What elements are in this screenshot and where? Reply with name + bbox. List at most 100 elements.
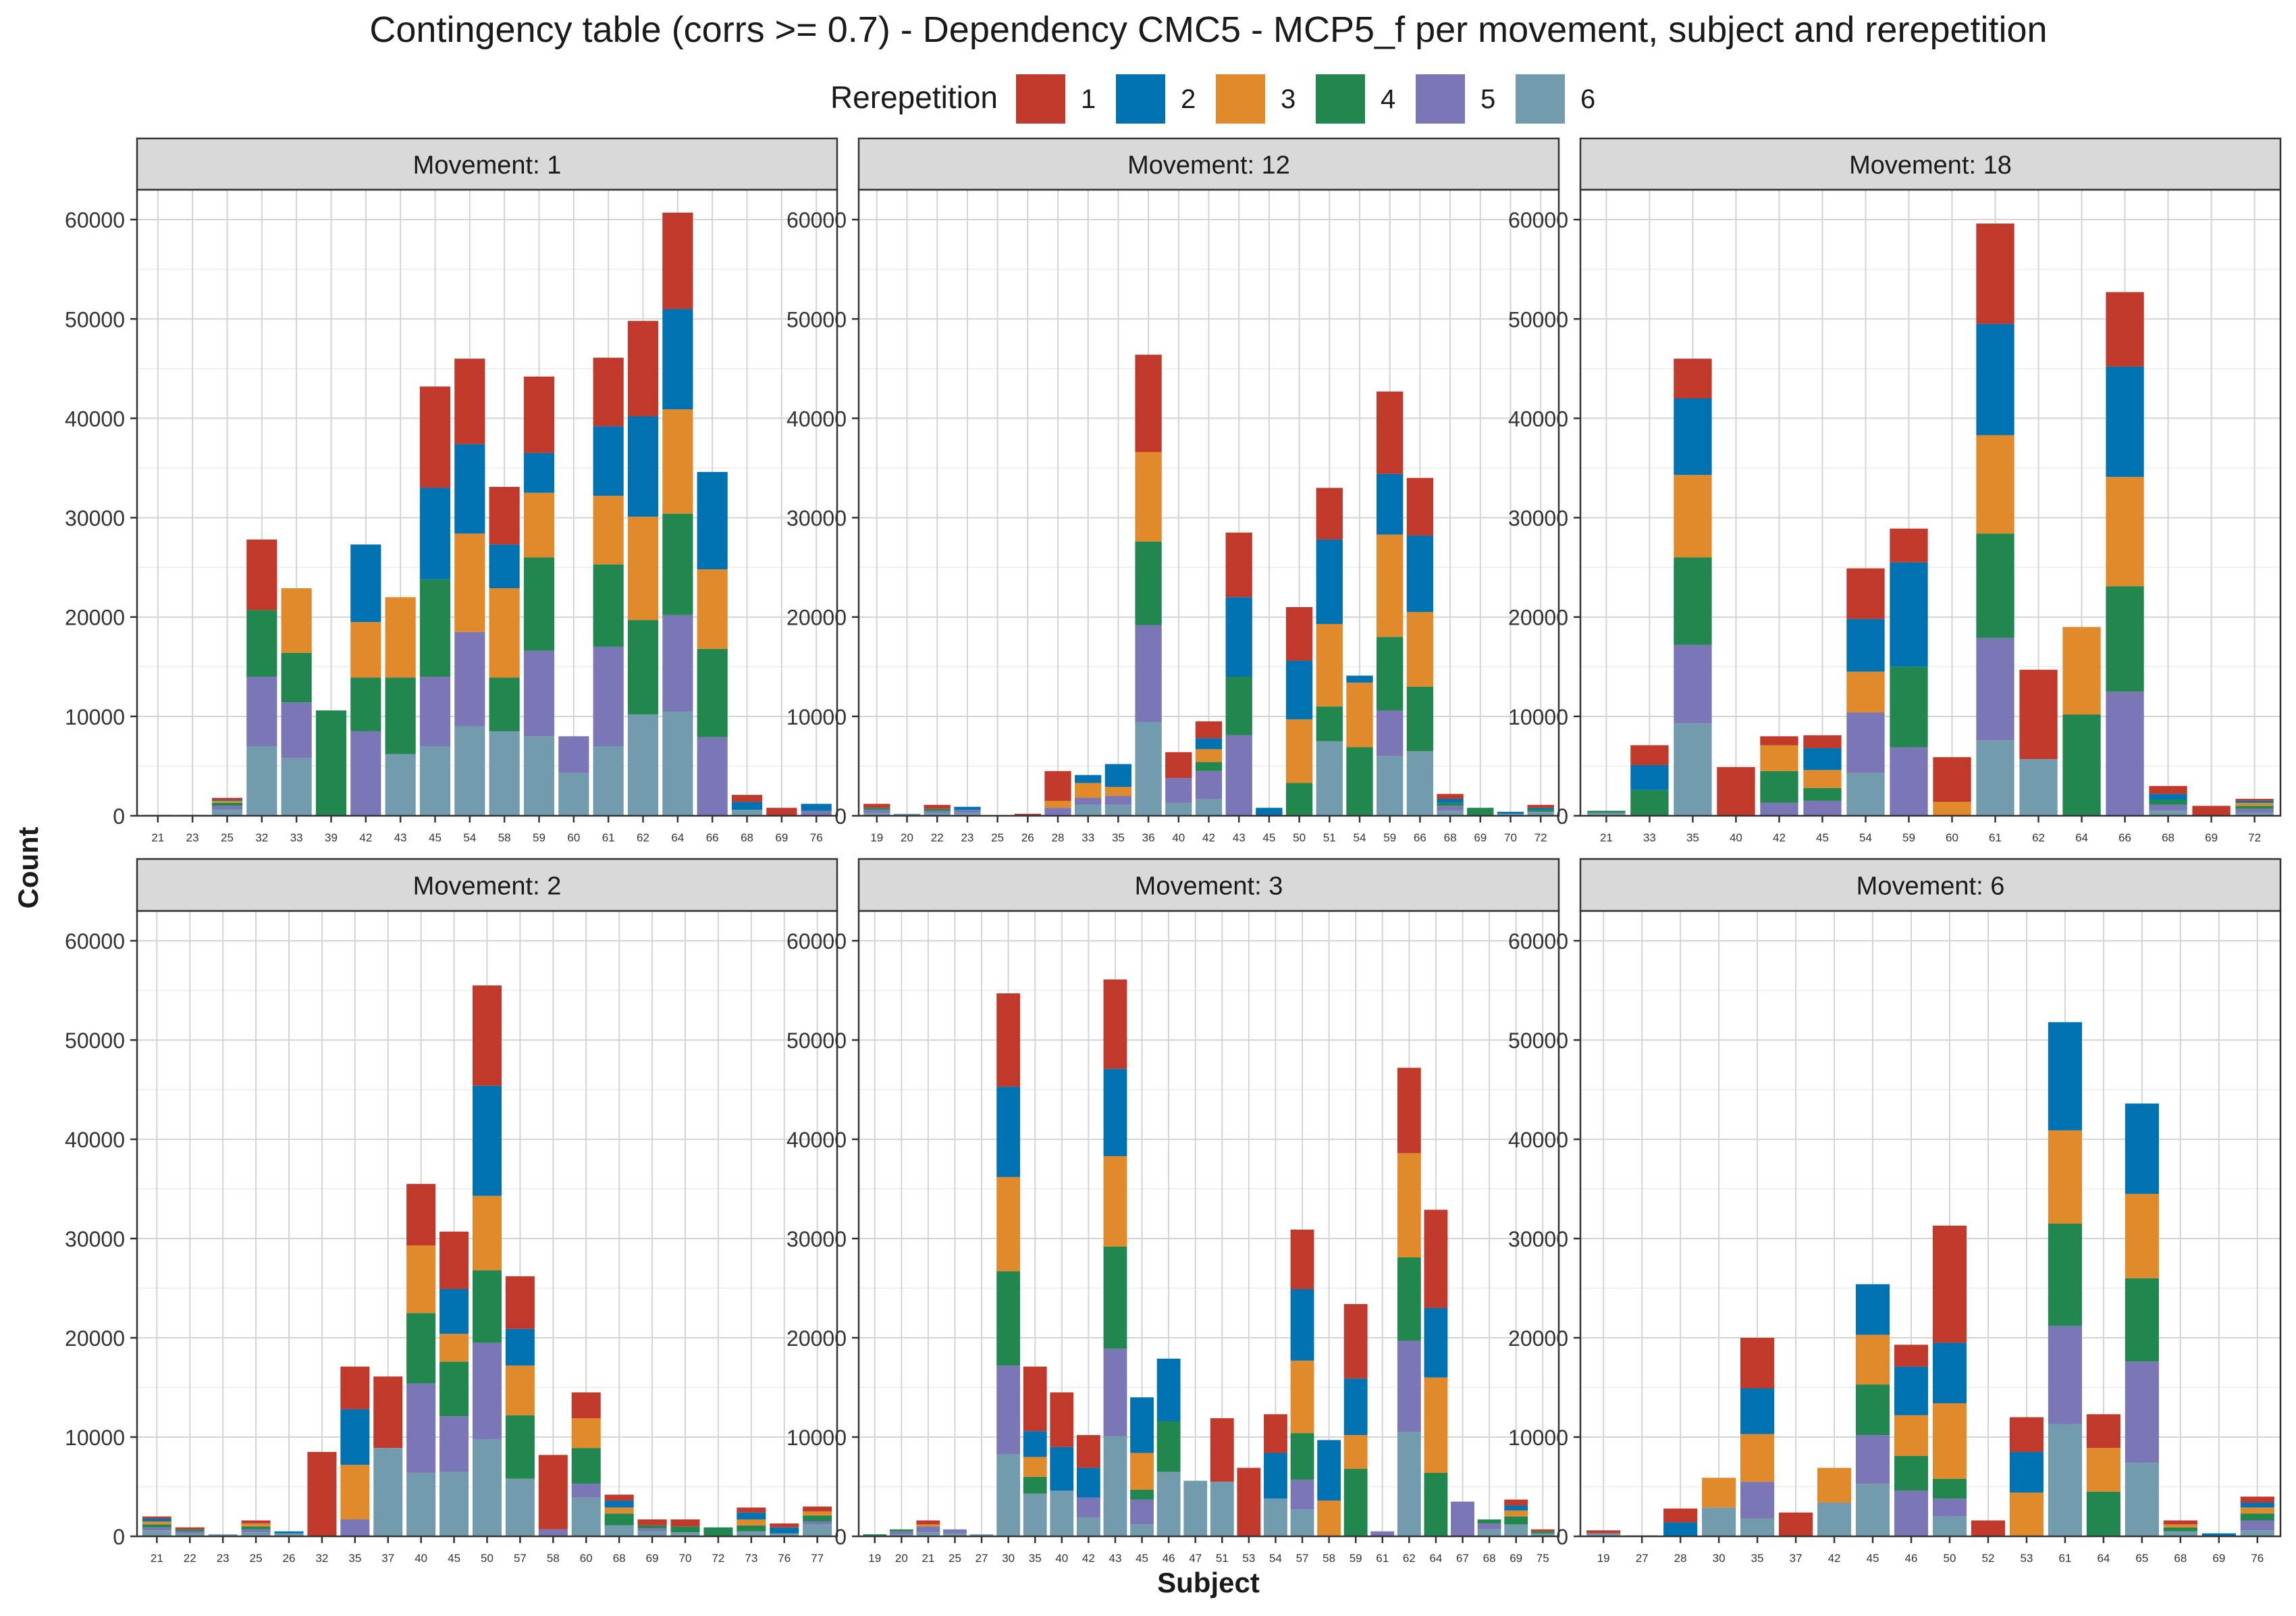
bar-subject-54-rep-6 bbox=[454, 726, 485, 816]
bar-subject-32-rep-6 bbox=[246, 746, 277, 816]
bar-subject-35-rep-2 bbox=[1023, 1431, 1047, 1457]
legend-label-3: 3 bbox=[1281, 84, 1296, 114]
bar-subject-72-rep-1 bbox=[2235, 798, 2274, 801]
bar-subject-60-rep-3 bbox=[571, 1418, 601, 1449]
bar-subject-59-rep-1 bbox=[523, 376, 555, 453]
bar-subject-58-rep-2 bbox=[1317, 1440, 1341, 1501]
panel-3: Movement: 18 0 10000 20000 30000 40000 50000 60… bbox=[1508, 137, 2282, 844]
bar-subject-51-rep-1 bbox=[1210, 1418, 1234, 1482]
bar-subject-45-rep-3 bbox=[1130, 1453, 1154, 1490]
bar-subject-40-rep-5 bbox=[1165, 778, 1192, 803]
bar-subject-20-rep-6 bbox=[893, 814, 921, 816]
legend-swatch-6 bbox=[1516, 74, 1565, 124]
bar-subject-50-rep-3 bbox=[1285, 719, 1313, 783]
bar-subject-40-rep-1 bbox=[1050, 1392, 1074, 1447]
bar-subject-57-rep-3 bbox=[1290, 1360, 1314, 1434]
bar-subject-60-rep-3 bbox=[1933, 802, 1971, 816]
bar-subject-62-rep-6 bbox=[1397, 1432, 1421, 1536]
bar-subject-59-rep-3 bbox=[1377, 534, 1404, 637]
bar-subject-45-rep-1 bbox=[439, 1231, 469, 1290]
bar-subject-68-rep-2 bbox=[1437, 798, 1464, 803]
bar-subject-19-rep-6 bbox=[1586, 1533, 1621, 1536]
legend-swatch-5 bbox=[1416, 74, 1465, 124]
x-tick-label: 70 bbox=[679, 1552, 692, 1565]
x-tick-label: 40 bbox=[415, 1552, 427, 1565]
bar-subject-76-rep-5 bbox=[801, 810, 832, 816]
bar-subject-70-rep-6 bbox=[1497, 814, 1524, 816]
bar-subject-35-rep-6 bbox=[1104, 804, 1132, 816]
bar-subject-35-rep-2 bbox=[1740, 1388, 1775, 1434]
bar-subject-57-rep-2 bbox=[505, 1328, 535, 1366]
x-tick-label: 69 bbox=[1510, 1552, 1522, 1565]
bar-subject-43-rep-3 bbox=[1103, 1156, 1127, 1247]
bar-subject-66-rep-1 bbox=[2106, 292, 2144, 367]
bar-subject-22-rep-5 bbox=[175, 1531, 205, 1534]
bar-subject-59-rep-5 bbox=[1890, 747, 1928, 816]
panel-strip bbox=[857, 858, 1560, 912]
bar-subject-45-rep-2 bbox=[1803, 748, 1842, 771]
x-tick-label: 68 bbox=[2162, 831, 2174, 844]
bar-subject-68-rep-6 bbox=[1437, 810, 1464, 816]
bar-subject-67-rep-5 bbox=[1451, 1501, 1474, 1536]
y-tick-label: 60000 bbox=[65, 929, 125, 954]
bar-subject-64-rep-3 bbox=[2062, 627, 2101, 714]
bar-subject-33-rep-5 bbox=[281, 702, 312, 758]
bar-subject-59-rep-2 bbox=[523, 452, 555, 493]
bar-subject-53-rep-2 bbox=[2009, 1452, 2044, 1493]
bar-subject-72-rep-2 bbox=[2235, 800, 2274, 803]
bar-subject-23-rep-6 bbox=[208, 1534, 238, 1536]
bar-subject-61-rep-6 bbox=[2048, 1424, 2082, 1536]
legend-label-5: 5 bbox=[1480, 84, 1495, 114]
bar-subject-68-rep-6 bbox=[604, 1525, 634, 1536]
x-tick-label: 45 bbox=[1867, 1552, 1879, 1565]
x-tick-label: 22 bbox=[184, 1552, 196, 1565]
y-tick-label: 30000 bbox=[1508, 506, 1568, 531]
bar-subject-69-rep-1 bbox=[766, 808, 797, 816]
x-tick-label: 57 bbox=[514, 1552, 527, 1565]
x-tick-label: 59 bbox=[1383, 831, 1396, 844]
bar-subject-58-rep-2 bbox=[489, 544, 520, 589]
bar-subject-42-rep-2 bbox=[1076, 1467, 1100, 1498]
bar-subject-42-rep-2 bbox=[350, 544, 381, 623]
bar-subject-59-rep-4 bbox=[1377, 637, 1404, 711]
bar-subject-72-rep-6 bbox=[1527, 812, 1554, 816]
panel-4: Movement: 2 0 10000 20000 30000 40000 50000 600… bbox=[65, 858, 838, 1565]
bar-subject-54-rep-1 bbox=[1846, 568, 1885, 619]
bar-subject-30-rep-4 bbox=[996, 1271, 1021, 1366]
bar-subject-76-rep-2 bbox=[2240, 1503, 2274, 1508]
bar-subject-54-rep-5 bbox=[454, 631, 485, 727]
x-tick-label: 25 bbox=[949, 1552, 961, 1565]
x-tick-label: 67 bbox=[1456, 1552, 1469, 1565]
bar-subject-61-rep-3 bbox=[593, 496, 624, 565]
bar-subject-66-rep-4 bbox=[2106, 586, 2144, 692]
bar-subject-76-rep-2 bbox=[801, 804, 832, 811]
bar-subject-28-rep-1 bbox=[1044, 771, 1071, 801]
bar-subject-64-rep-3 bbox=[662, 409, 693, 514]
bar-subject-19-rep-4 bbox=[863, 1534, 887, 1536]
bars bbox=[142, 985, 832, 1536]
x-tick-label: 33 bbox=[290, 831, 303, 844]
x-tick-label: 32 bbox=[315, 1552, 328, 1565]
bar-subject-45-rep-5 bbox=[439, 1416, 469, 1472]
bar-subject-21-rep-6 bbox=[916, 1532, 940, 1536]
bar-subject-59-rep-6 bbox=[523, 736, 555, 816]
bar-subject-40-rep-5 bbox=[406, 1383, 436, 1473]
x-tick-label: 28 bbox=[1674, 1552, 1687, 1565]
bar-subject-76-rep-1 bbox=[770, 1523, 799, 1528]
bar-subject-64-rep-4 bbox=[2062, 714, 2101, 816]
y-tick-label: 0 bbox=[1556, 1525, 1568, 1549]
x-tick-label: 54 bbox=[1269, 1552, 1282, 1565]
bar-subject-68-rep-1 bbox=[1437, 793, 1464, 799]
bar-subject-61-rep-4 bbox=[2048, 1224, 2082, 1326]
x-tick-label: 42 bbox=[1202, 831, 1215, 844]
y-tick-label: 40000 bbox=[786, 407, 847, 431]
bar-subject-57-rep-1 bbox=[1290, 1229, 1314, 1290]
chart-title: Contingency table (corrs >= 0.7) - Depen… bbox=[369, 9, 2047, 50]
bar-subject-54-rep-2 bbox=[1346, 675, 1373, 683]
bar-subject-65-rep-4 bbox=[2125, 1278, 2159, 1362]
bar-subject-69-rep-3 bbox=[1504, 1510, 1528, 1517]
x-tick-label: 75 bbox=[1537, 1552, 1549, 1565]
bar-subject-66-rep-2 bbox=[2106, 366, 2144, 477]
bar-subject-36-rep-1 bbox=[1135, 355, 1162, 452]
x-tick-label: 35 bbox=[348, 1552, 361, 1565]
